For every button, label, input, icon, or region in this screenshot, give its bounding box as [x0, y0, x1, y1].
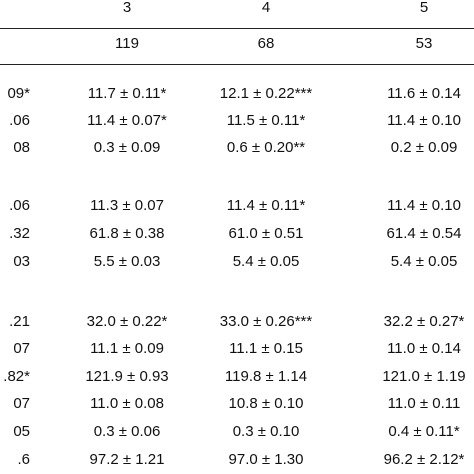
- cell-row-8-group-4: 11.1 ± 0.15: [229, 340, 303, 357]
- left-cell-row-8: 07: [13, 340, 30, 357]
- header-top-rule: [0, 28, 474, 29]
- cell-row-12-group-5: 96.2 ± 2.12*: [383, 451, 465, 468]
- cell-row-5-group-5: 61.4 ± 0.54: [386, 225, 462, 242]
- cell-row-3-group-5: 0.2 ± 0.09: [390, 139, 458, 156]
- left-cell-row-9: .82*: [3, 368, 30, 385]
- cell-row-1-group-5: 11.6 ± 0.14: [387, 85, 461, 102]
- cell-row-1-group-4: 12.1 ± 0.22***: [219, 85, 313, 102]
- cell-row-10-group-4: 10.8 ± 0.10: [228, 395, 304, 412]
- cell-row-5-group-4: 61.0 ± 0.51: [228, 225, 304, 242]
- column-header-group-5: 5: [419, 0, 429, 16]
- cell-row-5-group-3: 61.8 ± 0.38: [89, 225, 165, 242]
- cell-row-8-group-3: 11.1 ± 0.09: [90, 340, 164, 357]
- left-cell-row-11: 05: [13, 423, 30, 440]
- cell-row-11-group-4: 0.3 ± 0.10: [232, 423, 300, 440]
- cell-row-11-group-5: 0.4 ± 0.11*: [388, 423, 460, 440]
- cell-row-4-group-5: 11.4 ± 0.10: [387, 197, 461, 214]
- cell-row-2-group-4: 11.5 ± 0.11*: [226, 112, 306, 129]
- cell-row-12-group-4: 97.0 ± 1.30: [228, 451, 304, 468]
- cell-row-10-group-3: 11.0 ± 0.08: [90, 395, 164, 412]
- left-cell-row-5: .32: [9, 225, 30, 242]
- cell-row-8-group-5: 11.0 ± 0.14: [387, 340, 461, 357]
- cell-row-2-group-3: 11.4 ± 0.07*: [87, 112, 167, 129]
- left-cell-row-6: 03: [13, 253, 30, 270]
- cell-row-10-group-5: 11.0 ± 0.11: [387, 395, 461, 412]
- cell-row-6-group-4: 5.4 ± 0.05: [232, 253, 300, 270]
- left-cell-row-2: .06: [9, 112, 30, 129]
- count-group-4: 68: [257, 35, 275, 52]
- left-cell-row-3: 08: [13, 139, 30, 156]
- column-header-group-4: 4: [261, 0, 271, 16]
- left-cell-row-12: .6: [17, 451, 30, 468]
- cell-row-4-group-4: 11.4 ± 0.11*: [226, 197, 306, 214]
- cell-row-9-group-3: 121.9 ± 0.93: [85, 368, 169, 385]
- cell-row-7-group-4: 33.0 ± 0.26***: [219, 313, 313, 330]
- left-cell-row-4: .06: [9, 197, 30, 214]
- cell-row-6-group-3: 5.5 ± 0.03: [93, 253, 161, 270]
- cell-row-6-group-5: 5.4 ± 0.05: [390, 253, 458, 270]
- left-cell-row-10: 07: [13, 395, 30, 412]
- cell-row-2-group-5: 11.4 ± 0.10: [387, 112, 461, 129]
- header-bottom-rule: [0, 64, 474, 65]
- cell-row-1-group-3: 11.7 ± 0.11*: [87, 85, 167, 102]
- cell-row-3-group-3: 0.3 ± 0.09: [93, 139, 161, 156]
- cell-row-12-group-3: 97.2 ± 1.21: [89, 451, 165, 468]
- column-header-group-3: 3: [122, 0, 132, 16]
- cell-row-7-group-5: 32.2 ± 0.27*: [383, 313, 465, 330]
- left-cell-row-7: .21: [9, 313, 30, 330]
- count-group-3: 119: [115, 35, 139, 52]
- cell-row-3-group-4: 0.6 ± 0.20**: [226, 139, 306, 156]
- cell-row-9-group-5: 121.0 ± 1.19: [382, 368, 466, 385]
- count-group-5: 53: [415, 35, 433, 52]
- cell-row-7-group-3: 32.0 ± 0.22*: [86, 313, 168, 330]
- cell-row-4-group-3: 11.3 ± 0.07: [90, 197, 164, 214]
- left-cell-row-1: 09*: [7, 85, 30, 102]
- cell-row-11-group-3: 0.3 ± 0.06: [93, 423, 161, 440]
- cell-row-9-group-4: 119.8 ± 1.14: [224, 368, 308, 385]
